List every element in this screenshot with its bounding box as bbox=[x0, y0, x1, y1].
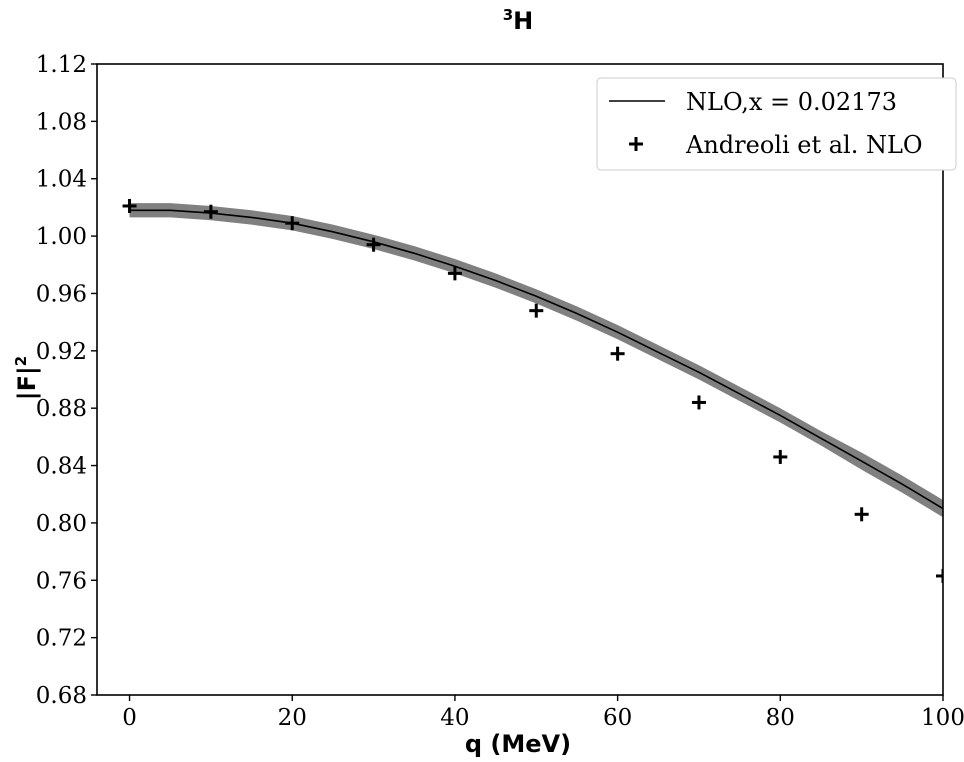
y-tick-label: 0.84 bbox=[36, 454, 87, 480]
scatter-point bbox=[610, 346, 625, 361]
x-tick-label: 80 bbox=[766, 705, 795, 731]
uncertainty-band bbox=[129, 203, 943, 518]
nlo-line bbox=[129, 209, 943, 510]
y-tick-label: 0.76 bbox=[36, 568, 87, 594]
y-axis-label: |F|2 bbox=[12, 356, 41, 400]
y-tick-label: 0.96 bbox=[36, 281, 87, 307]
x-tick-label: 40 bbox=[440, 705, 469, 731]
scatter-point bbox=[122, 198, 137, 213]
y-tick-label: 0.80 bbox=[36, 511, 87, 537]
y-tick-label: 1.00 bbox=[36, 224, 87, 250]
scatter-point bbox=[936, 568, 943, 583]
y-tick-label: 0.72 bbox=[36, 626, 87, 652]
chart-title-sup: 3 bbox=[503, 6, 513, 24]
scatter-point bbox=[366, 237, 381, 252]
x-tick-label: 100 bbox=[921, 705, 964, 731]
scatter-point bbox=[529, 303, 544, 318]
scatter-point bbox=[447, 266, 462, 281]
y-tick-label: 1.12 bbox=[36, 52, 87, 78]
plot-frame bbox=[96, 63, 944, 696]
scatter-point bbox=[691, 395, 706, 410]
y-axis-label-sup: 2 bbox=[12, 356, 30, 366]
plot-area bbox=[122, 198, 943, 583]
y-tick-label: 1.04 bbox=[36, 167, 87, 193]
legend-plus-marker bbox=[629, 137, 643, 151]
chart-title-main: H bbox=[513, 7, 533, 35]
y-tick-label: 0.68 bbox=[36, 683, 87, 709]
scatter-point bbox=[203, 204, 218, 219]
x-tick-label: 0 bbox=[122, 705, 137, 731]
axes: 0 20 40 60 80 100 0.68 0.72 0.76 0.80 0.84 0.88 0.92… bbox=[36, 52, 964, 731]
scatter-point bbox=[854, 507, 869, 522]
scatter-point bbox=[773, 449, 788, 464]
x-tick-label: 60 bbox=[603, 705, 632, 731]
legend: NLO,x = 0.02173 Andreoli et al. NLO bbox=[596, 77, 957, 171]
y-tick-label: 0.88 bbox=[36, 396, 87, 422]
y-tick-label: 1.08 bbox=[36, 109, 87, 135]
scatter-point bbox=[285, 216, 300, 231]
legend-label-andreoli: Andreoli et al. NLO bbox=[685, 131, 923, 159]
y-axis-label-main: |F| bbox=[13, 366, 41, 400]
x-axis-label: q (MeV) bbox=[465, 730, 571, 758]
y-tick-label: 0.92 bbox=[36, 339, 87, 365]
legend-box bbox=[596, 77, 957, 171]
legend-label-nlo: NLO,x = 0.02173 bbox=[686, 88, 897, 116]
chart-title: 3H bbox=[503, 6, 534, 35]
x-tick-label: 20 bbox=[278, 705, 307, 731]
